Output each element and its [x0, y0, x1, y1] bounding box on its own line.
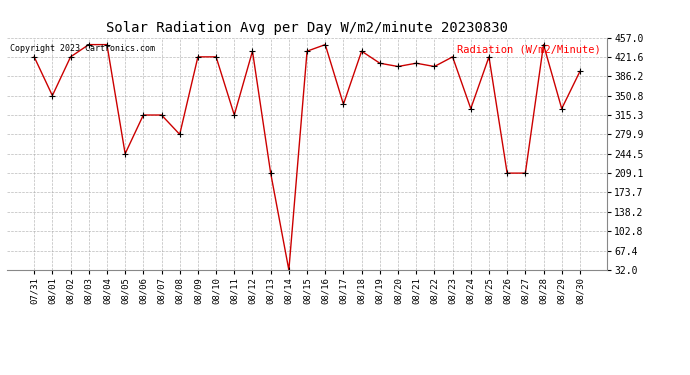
Text: Radiation (W/m2/Minute): Radiation (W/m2/Minute)	[457, 45, 601, 54]
Title: Solar Radiation Avg per Day W/m2/minute 20230830: Solar Radiation Avg per Day W/m2/minute …	[106, 21, 508, 35]
Text: Copyright 2023 Cartronics.com: Copyright 2023 Cartronics.com	[10, 45, 155, 54]
